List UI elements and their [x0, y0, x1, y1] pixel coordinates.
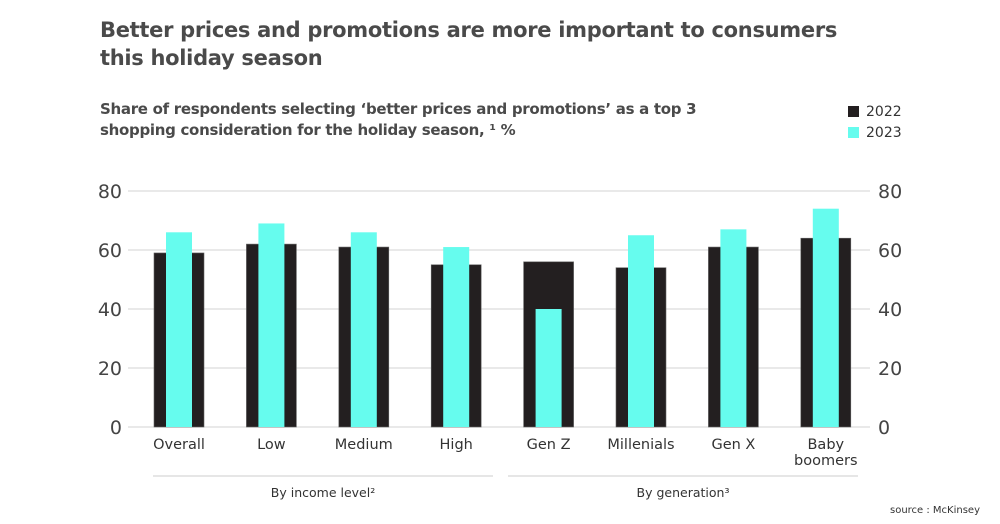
source-note: source : McKinsey — [889, 505, 980, 516]
chart-subtitle: Share of respondents selecting ‘better p… — [100, 100, 697, 139]
bar-2023 — [535, 309, 562, 427]
bar-2023 — [258, 223, 285, 427]
bar-2023 — [443, 247, 470, 427]
x-tick-label: Low — [257, 437, 286, 453]
y-tick-label-right: 40 — [878, 299, 902, 321]
x-tick-label: High — [440, 437, 473, 453]
legend-swatch-2023 — [848, 127, 859, 138]
group-label: By income level² — [271, 485, 375, 500]
y-tick-label-right: 80 — [878, 181, 902, 203]
y-tick-label-left: 0 — [110, 417, 122, 439]
bar-2023 — [350, 232, 377, 427]
bar-2023 — [166, 232, 192, 427]
x-tick-label: Medium — [335, 437, 393, 453]
legend-item-2022: 2022 — [848, 101, 902, 122]
legend-label-2022: 2022 — [866, 103, 902, 120]
legend-label-2023: 2023 — [866, 124, 902, 141]
x-tick-label: Baby — [807, 437, 844, 453]
x-tick-label: Gen X — [711, 437, 755, 453]
bar-2023 — [628, 235, 654, 427]
page-title: Better prices and promotions are more im… — [100, 18, 838, 70]
y-tick-label-left: 40 — [98, 299, 122, 321]
y-tick-label-left: 80 — [98, 181, 122, 203]
bar-2023 — [812, 208, 839, 427]
x-tick-label: Overall — [153, 437, 205, 453]
x-tick-label: Millenials — [607, 437, 674, 453]
y-tick-label-left: 20 — [98, 358, 122, 380]
x-tick-label: boomers — [794, 453, 858, 469]
y-tick-label-right: 20 — [878, 358, 902, 380]
bar-2023 — [720, 229, 747, 427]
y-tick-label-left: 60 — [98, 240, 122, 262]
y-tick-label-right: 60 — [878, 240, 902, 262]
y-tick-label-right: 0 — [878, 417, 890, 439]
legend-swatch-2022 — [848, 106, 859, 117]
legend: 2022 2023 — [848, 101, 902, 143]
legend-item-2023: 2023 — [848, 122, 902, 143]
x-tick-label: Gen Z — [527, 437, 571, 453]
group-label: By generation³ — [637, 485, 730, 500]
